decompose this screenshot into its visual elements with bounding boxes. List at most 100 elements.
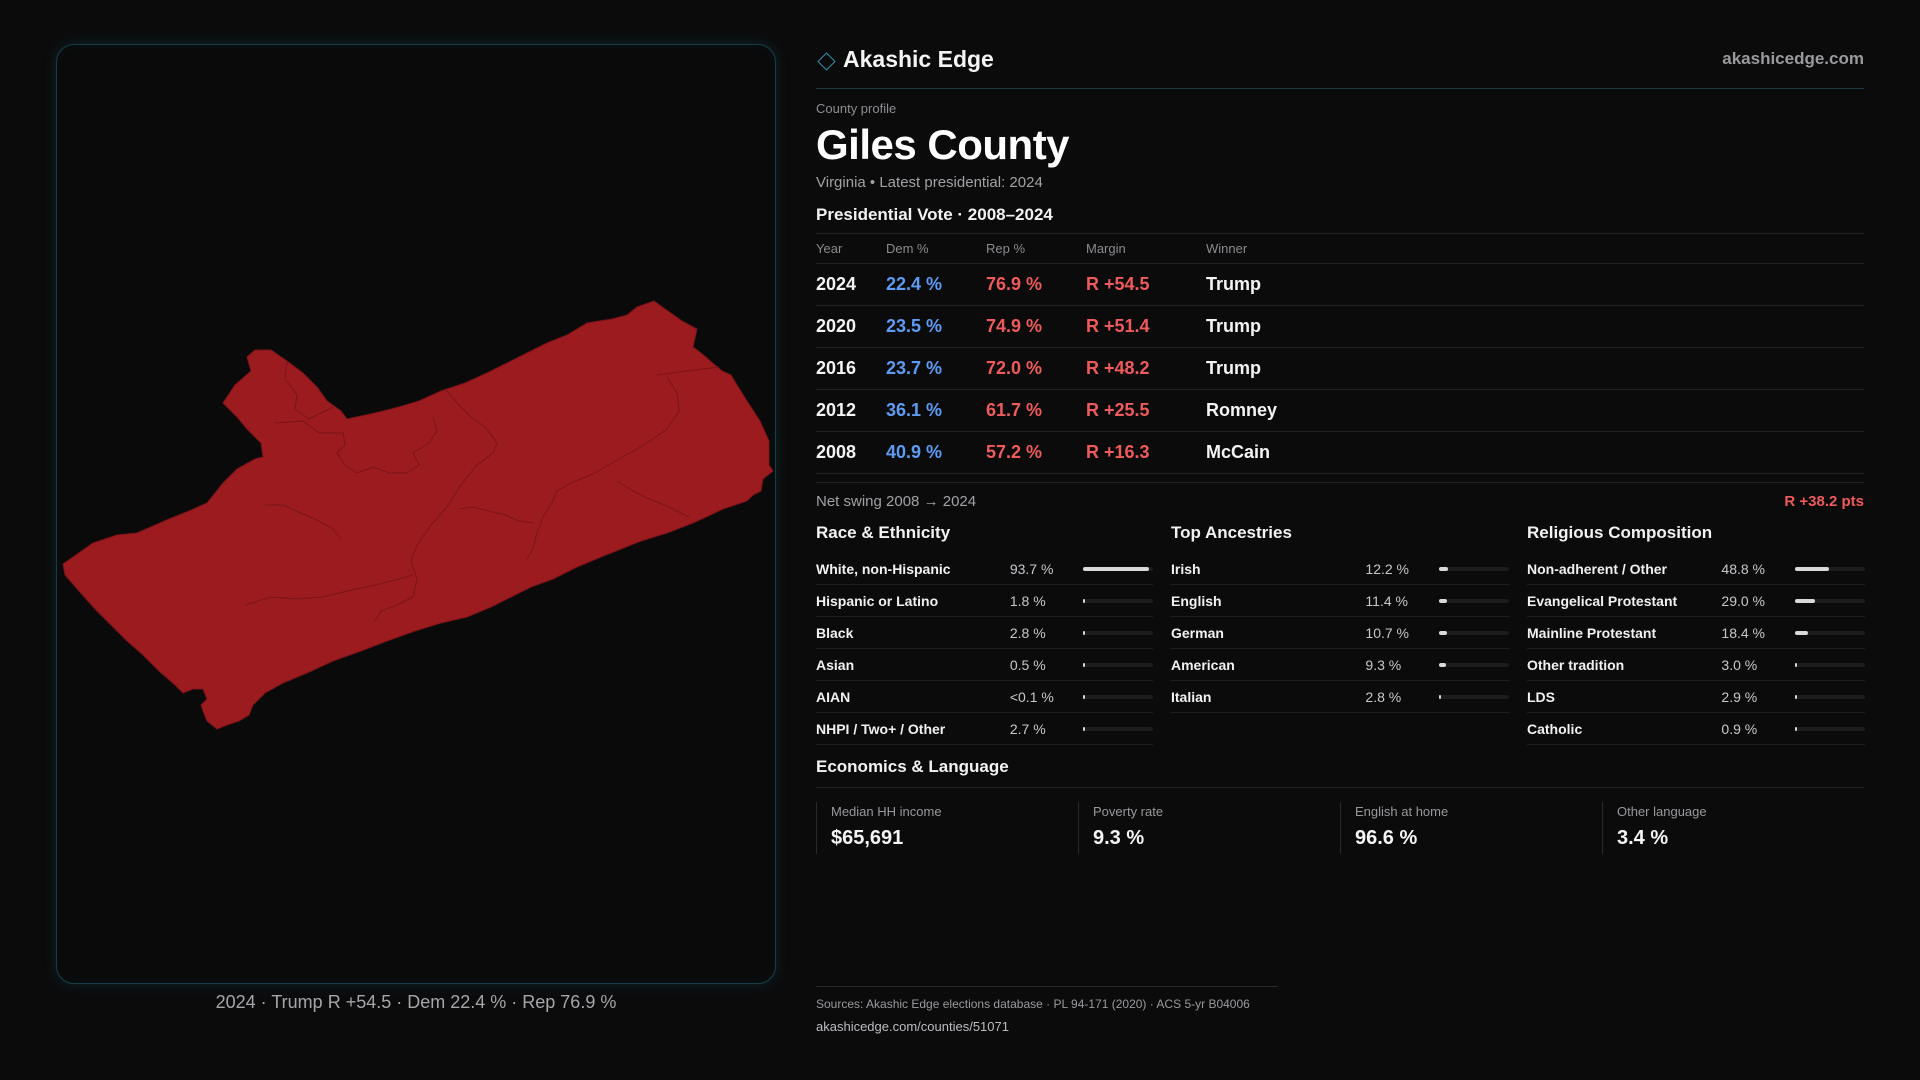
race-ethnicity-title: Race & Ethnicity (816, 523, 951, 542)
race-bar-fill (1083, 694, 1086, 699)
dem-cell: 23.7 % (886, 347, 986, 390)
county-url-link[interactable]: akashicedge.com/counties/51071 (816, 1019, 1009, 1034)
brand-url-link[interactable]: akashicedge.com (1722, 49, 1864, 68)
rep-cell: 61.7 % (986, 389, 1086, 432)
list-item: LDS 2.9 % (1527, 681, 1865, 713)
race-value: <0.1 % (1009, 688, 1054, 705)
race-bar (1083, 598, 1153, 603)
religion-bar (1795, 662, 1865, 667)
county-map[interactable] (57, 45, 775, 983)
list-item: German 10.7 % (1171, 617, 1509, 649)
religion-bar (1795, 630, 1865, 635)
margin-cell: R +54.5 (1086, 263, 1206, 306)
stat-value: 3.4 % (1617, 827, 1669, 849)
stat-median-income: Median HH income $65,691 (816, 802, 1078, 854)
page-subtitle: Virginia • Latest presidential: 2024 (816, 174, 1043, 191)
ancestry-bar (1439, 630, 1509, 635)
religion-value: 29.0 % (1721, 592, 1766, 609)
brand[interactable]: Akashic Edge (816, 46, 994, 73)
ancestry-name: American (1171, 656, 1235, 673)
margin-cell: R +48.2 (1086, 347, 1206, 390)
race-bar-fill (1083, 662, 1086, 667)
list-item: Asian 0.5 % (816, 649, 1153, 681)
ancestry-name: Irish (1171, 560, 1201, 577)
race-ethnicity-section: Race & Ethnicity White, non-Hispanic 93.… (816, 523, 1153, 745)
list-item: Mainline Protestant 18.4 % (1527, 617, 1865, 649)
list-item: Black 2.8 % (816, 617, 1153, 649)
ancestries-section: Top Ancestries Irish 12.2 % English 11.4… (1171, 523, 1509, 745)
list-item: NHPI / Two+ / Other 2.7 % (816, 713, 1153, 745)
religion-name: Mainline Protestant (1527, 624, 1657, 641)
religion-bar-fill (1795, 726, 1798, 731)
race-name: AIAN (816, 688, 851, 705)
stat-value: $65,691 (831, 827, 904, 849)
list-item: Evangelical Protestant 29.0 % (1527, 585, 1865, 617)
list-item: Hispanic or Latino 1.8 % (816, 585, 1153, 617)
race-value: 2.7 % (1009, 720, 1046, 737)
subdivision-lines (244, 360, 720, 622)
race-bar-fill (1083, 630, 1086, 635)
religion-bar (1795, 598, 1865, 603)
brand-header: Akashic Edge akashicedge.com (816, 44, 1864, 89)
net-swing-value: R +38.2 pts (1784, 492, 1864, 510)
religion-value: 48.8 % (1721, 560, 1766, 577)
stat-label: English at home (1355, 804, 1449, 819)
ancestry-value: 12.2 % (1365, 560, 1410, 577)
stat-value: 9.3 % (1093, 827, 1145, 849)
religion-name: Non-adherent / Other (1527, 560, 1668, 577)
column-header-margin: Margin (1086, 234, 1206, 264)
margin-cell: R +16.3 (1086, 431, 1206, 474)
ancestry-bar-fill (1439, 630, 1447, 635)
religion-value: 0.9 % (1721, 720, 1758, 737)
religion-name: Other tradition (1527, 656, 1625, 673)
winner-cell: McCain (1206, 431, 1864, 474)
presidential-vote-table: Year Dem % Rep % Margin Winner 2024 22.4… (816, 234, 1864, 474)
demographics-columns: Race & Ethnicity White, non-Hispanic 93.… (816, 523, 1865, 745)
list-item: English 11.4 % (1171, 585, 1509, 617)
ancestries-title: Top Ancestries (1171, 523, 1292, 542)
table-row[interactable]: 2012 36.1 % 61.7 % R +25.5 Romney (816, 389, 1864, 432)
religion-bar-fill (1795, 566, 1830, 571)
list-item: Italian 2.8 % (1171, 681, 1509, 713)
year-cell: 2016 (816, 347, 886, 390)
county-shape[interactable] (62, 300, 774, 730)
list-item: Catholic 0.9 % (1527, 713, 1865, 745)
map-caption: 2024 · Trump R +54.5 · Dem 22.4 % · Rep … (215, 992, 617, 1012)
net-swing-row: Net swing 2008 → 2024 R +38.2 pts (816, 482, 1864, 511)
brand-name: Akashic Edge (843, 45, 994, 72)
table-row[interactable]: 2008 40.9 % 57.2 % R +16.3 McCain (816, 431, 1864, 474)
rep-cell: 72.0 % (986, 347, 1086, 390)
stat-value: 96.6 % (1355, 827, 1418, 849)
religion-name: LDS (1527, 688, 1555, 705)
table-row[interactable]: 2020 23.5 % 74.9 % R +51.4 Trump (816, 305, 1864, 348)
list-item: Irish 12.2 % (1171, 553, 1509, 585)
race-bar (1083, 566, 1153, 571)
dem-cell: 22.4 % (886, 263, 986, 306)
race-bar (1083, 630, 1153, 635)
year-cell: 2020 (816, 305, 886, 348)
table-row[interactable]: 2024 22.4 % 76.9 % R +54.5 Trump (816, 263, 1864, 306)
year-cell: 2024 (816, 263, 886, 306)
religion-title: Religious Composition (1527, 523, 1713, 542)
religion-name: Catholic (1527, 720, 1583, 737)
winner-cell: Romney (1206, 389, 1864, 432)
stat-label: Median HH income (831, 804, 942, 819)
stat-english-at-home: English at home 96.6 % (1340, 802, 1602, 854)
ancestry-value: 9.3 % (1365, 656, 1402, 673)
religion-value: 2.9 % (1721, 688, 1758, 705)
race-value: 2.8 % (1009, 624, 1046, 641)
net-swing-label: Net swing 2008 → 2024 (816, 492, 977, 510)
margin-cell: R +51.4 (1086, 305, 1206, 348)
ancestry-bar (1439, 566, 1509, 571)
winner-cell: Trump (1206, 305, 1864, 348)
religion-bar-fill (1795, 694, 1798, 699)
year-cell: 2012 (816, 389, 886, 432)
column-header-winner: Winner (1206, 234, 1864, 264)
presidential-vote-title: Presidential Vote · 2008–2024 (816, 205, 1864, 234)
table-row[interactable]: 2016 23.7 % 72.0 % R +48.2 Trump (816, 347, 1864, 390)
page-title: Giles County (816, 121, 1070, 168)
county-profile-panel: Akashic Edge akashicedge.com County prof… (816, 44, 1865, 854)
sources-footer: Sources: Akashic Edge elections database… (816, 986, 1278, 1034)
dem-cell: 36.1 % (886, 389, 986, 432)
dem-cell: 40.9 % (886, 431, 986, 474)
